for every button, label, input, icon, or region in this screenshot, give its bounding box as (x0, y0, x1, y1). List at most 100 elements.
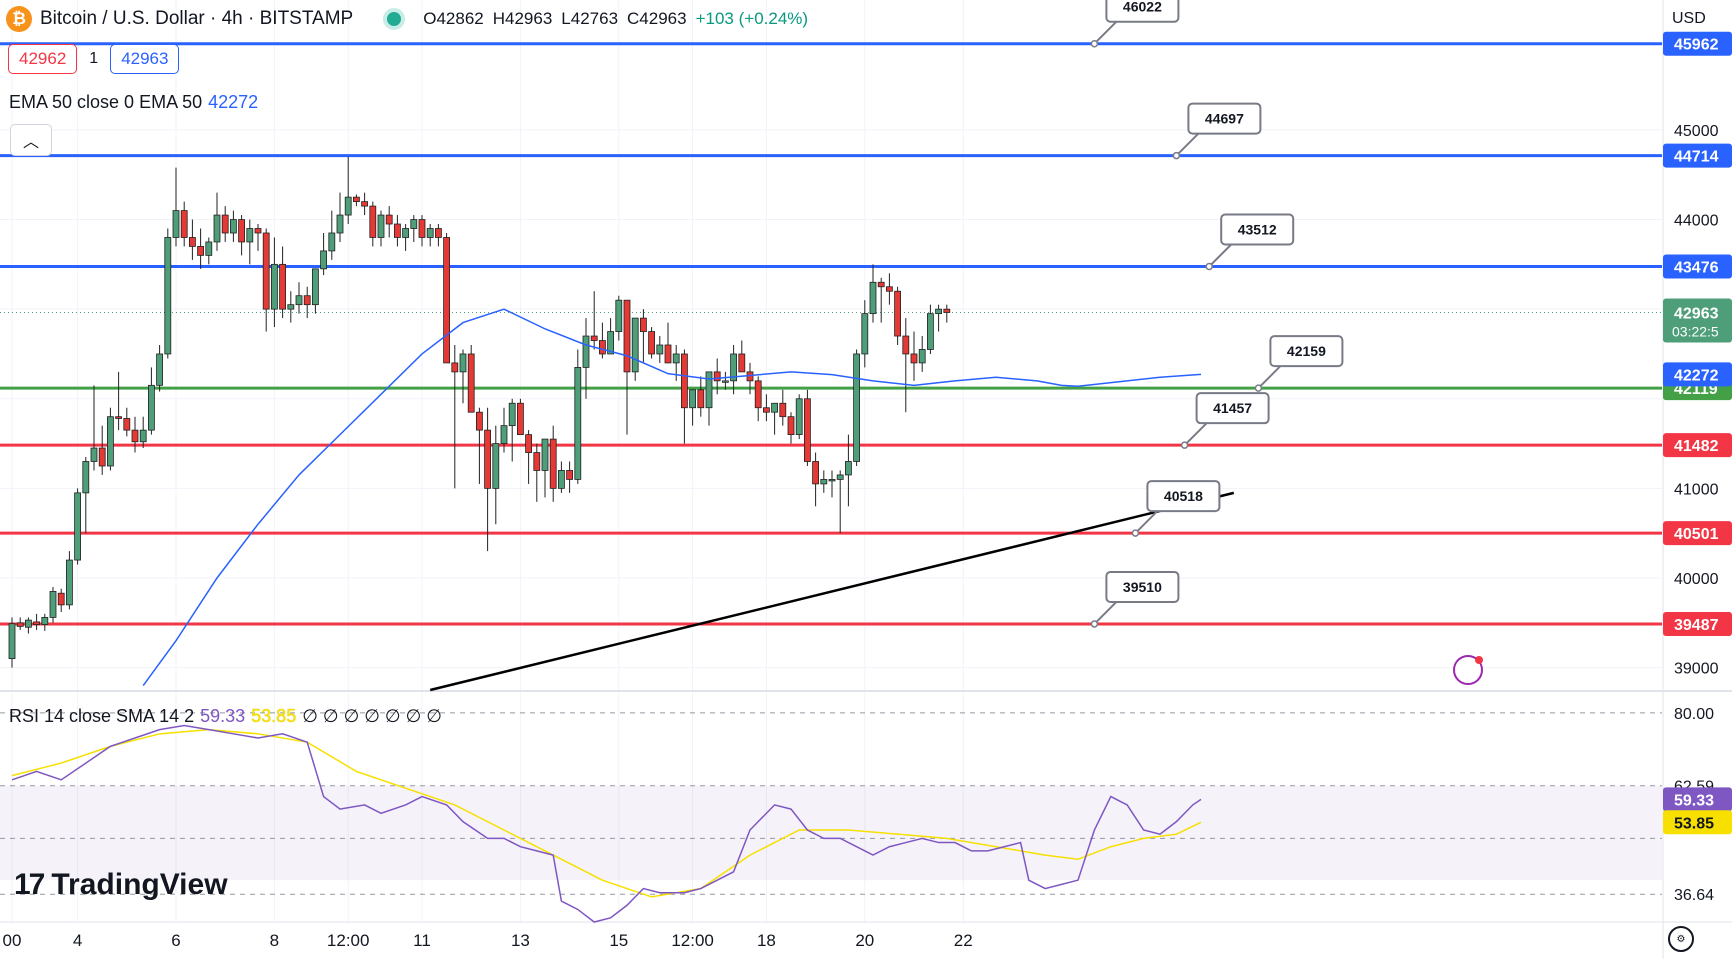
candle (935, 308, 942, 315)
tradingview-logo[interactable]: 17 TradingView (14, 868, 228, 902)
callout-anchor (1090, 620, 1099, 628)
time-tick-label: 8 (270, 931, 279, 950)
ema-legend[interactable]: EMA 50 close 0 EMA 50 42272 (9, 92, 258, 113)
level-price-label: 45962 (1674, 37, 1719, 54)
candle (812, 461, 819, 485)
candle (500, 425, 508, 444)
candle (336, 214, 344, 234)
ohlc-high: H42963 (492, 9, 553, 28)
candle (328, 232, 336, 252)
candle (33, 621, 40, 625)
rsi-band (0, 785, 1662, 881)
candle (713, 371, 721, 382)
candle (681, 353, 688, 409)
ohlc-change: +103 (+0.24%) (695, 9, 809, 28)
candle (828, 479, 836, 482)
last-price-tag (1663, 298, 1732, 343)
spread-value: 1 (89, 50, 99, 67)
time-tick-label: 20 (855, 931, 874, 950)
candle (590, 335, 598, 341)
candle (467, 353, 475, 413)
rsi-legend-label: RSI 14 close SMA 14 2 (9, 706, 195, 726)
candle (754, 380, 762, 409)
time-tick-label: 4 (73, 931, 82, 950)
callout-leader (1175, 132, 1200, 157)
candle (385, 214, 393, 225)
candle (123, 418, 131, 431)
trade-buttons: 42962 1 42963 (8, 44, 180, 74)
candle (205, 241, 213, 256)
level-price-label: 39487 (1674, 617, 1719, 634)
candle (213, 214, 221, 243)
candle (607, 331, 614, 355)
currency-label[interactable]: USD (1672, 10, 1706, 27)
price-tick-label: 40000 (1674, 571, 1719, 588)
rsi-empty-values: ∅ ∅ ∅ ∅ ∅ ∅ ∅ (302, 706, 442, 726)
bar-countdown-label: 03:22:5 (1672, 323, 1719, 339)
candle (672, 353, 680, 364)
callout-label: 44697 (1205, 111, 1244, 127)
candle (418, 219, 426, 238)
candle (533, 452, 541, 471)
callout-box (1220, 213, 1295, 246)
rsi-legend[interactable]: RSI 14 close SMA 14 2 59.33 53.85 ∅ ∅ ∅ ∅ ∅… (9, 706, 442, 727)
symbol-title[interactable]: Bitcoin / U.S. Dollar · 4h · BITSTAMP (40, 8, 354, 29)
buy-price-button[interactable]: 42963 (110, 44, 180, 74)
candle (90, 447, 98, 462)
candle (24, 619, 32, 628)
callout-leader (1093, 601, 1118, 625)
sell-price-button[interactable]: 42962 (8, 44, 78, 74)
candle (508, 402, 516, 427)
last-price-label: 42963 (1674, 305, 1719, 322)
rsi-legend-value: 59.33 (200, 706, 246, 726)
settings-icon[interactable]: ⚙ (1668, 926, 1694, 952)
candle (139, 429, 147, 443)
candle (771, 402, 778, 413)
callout-box (1195, 392, 1270, 425)
candle (558, 470, 565, 489)
rsi-value-label: 59.33 (1674, 792, 1714, 809)
time-tick-label: 6 (171, 931, 180, 950)
candle (369, 205, 377, 238)
chart-header: ₿ Bitcoin / U.S. Dollar · 4h · BITSTAMP … (0, 0, 808, 38)
callout-label: 43512 (1238, 222, 1277, 238)
callout-leader (1183, 422, 1208, 446)
candle (238, 219, 246, 243)
callout-label: 39510 (1123, 579, 1162, 595)
candle (631, 317, 639, 373)
candle (393, 223, 401, 238)
candle (8, 623, 16, 660)
price-tick-label: 41000 (1674, 481, 1719, 498)
candle (434, 228, 442, 238)
candle (525, 434, 532, 453)
callout-anchor (1090, 39, 1099, 48)
candle (845, 461, 852, 476)
callout-label: 42159 (1287, 343, 1326, 359)
candle (131, 429, 139, 443)
ema-50-line (142, 308, 1202, 686)
ohlc-open: O42862 (423, 9, 484, 28)
candle (107, 416, 114, 467)
candle (902, 335, 910, 355)
candle (98, 447, 106, 467)
candle (869, 281, 877, 315)
rsi-tick-label: 80.00 (1674, 706, 1714, 723)
candle (804, 398, 811, 462)
candle (188, 237, 196, 247)
collapse-legend-button[interactable]: ︿ (10, 124, 52, 156)
candle (886, 286, 893, 292)
callout-leader (1257, 365, 1282, 389)
level-price-label: 44714 (1674, 149, 1719, 166)
callout-anchor (1172, 151, 1181, 160)
candle (689, 389, 696, 409)
level-price-label-tag (1663, 611, 1732, 636)
candle (246, 228, 254, 243)
callout-leader (1093, 21, 1118, 45)
candle (344, 196, 352, 216)
rsi-tick-label: 36.64 (1674, 887, 1714, 904)
ema-price-label-tag (1663, 362, 1732, 387)
callout-anchor (1254, 384, 1263, 392)
candle (763, 407, 770, 413)
callout-leader (1134, 510, 1159, 534)
